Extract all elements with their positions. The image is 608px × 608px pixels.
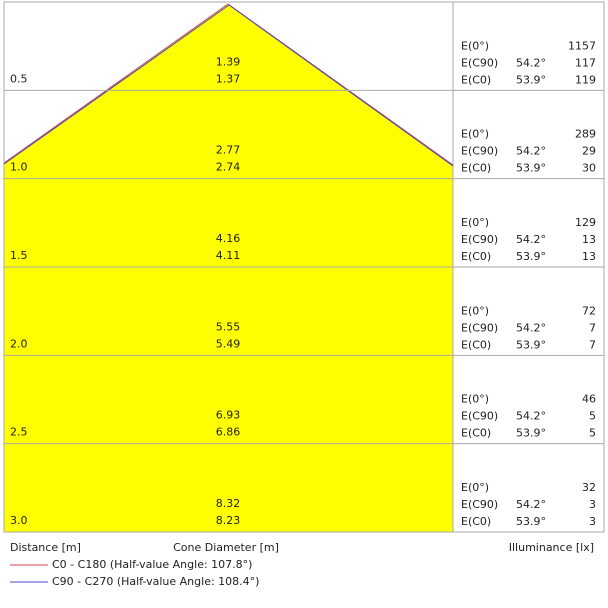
angle: 54.2°: [516, 56, 546, 69]
distance: 2.0: [10, 337, 28, 350]
distance: 3.0: [10, 514, 28, 527]
axis-label: Distance [m]: [10, 541, 81, 554]
label: E(C90): [461, 145, 498, 158]
c90-edge: [228, 4, 454, 167]
label: E(C90): [461, 56, 498, 69]
diameter-c90: 8.32: [216, 497, 241, 510]
angle: 54.2°: [516, 233, 546, 246]
label: E(0°): [461, 393, 489, 406]
angle: 54.2°: [516, 410, 546, 423]
illuminance: 46: [582, 393, 596, 406]
illuminance: 5: [589, 410, 596, 423]
angle: 53.9°: [516, 162, 546, 175]
label: E(C0): [461, 338, 491, 351]
label: E(C0): [461, 162, 491, 175]
illuminance: 30: [582, 162, 596, 175]
illuminance: 7: [589, 338, 596, 351]
angle: 53.9°: [516, 338, 546, 351]
axis-label: Cone Diameter [m]: [173, 541, 279, 554]
angle: 53.9°: [516, 73, 546, 86]
diameter-c0: 6.86: [216, 426, 241, 439]
label: E(C0): [461, 427, 491, 440]
label: E(C90): [461, 410, 498, 423]
legend-label: C0 - C180 (Half-value Angle: 107.8°): [52, 558, 252, 571]
illuminance: 13: [582, 250, 596, 263]
illuminance: 289: [575, 128, 596, 141]
diameter-c0: 2.74: [216, 161, 241, 174]
distance: 0.5: [10, 72, 28, 85]
c90-edge: [3, 4, 230, 165]
illuminance: 5: [589, 427, 596, 440]
label: E(0°): [461, 481, 489, 494]
label: E(0°): [461, 304, 489, 317]
angle: 54.2°: [516, 321, 546, 334]
diameter-c90: 4.16: [216, 232, 241, 245]
label: E(C0): [461, 515, 491, 528]
angle: 53.9°: [516, 515, 546, 528]
label: E(C90): [461, 498, 498, 511]
label: E(0°): [461, 39, 489, 52]
distance: 1.5: [10, 249, 28, 262]
diameter-c0: 1.37: [216, 72, 241, 85]
diameter-c90: 1.39: [216, 55, 241, 68]
light-cone: [4, 4, 453, 532]
label: E(C90): [461, 233, 498, 246]
label: E(C90): [461, 321, 498, 334]
legend-label: C90 - C270 (Half-value Angle: 108.4°): [52, 575, 259, 588]
diameter-c90: 5.55: [216, 320, 241, 333]
label: E(0°): [461, 216, 489, 229]
angle: 53.9°: [516, 427, 546, 440]
illuminance: 29: [582, 145, 596, 158]
label: E(C0): [461, 250, 491, 263]
illuminance: 1157: [568, 39, 596, 52]
distance: 2.5: [10, 426, 28, 439]
diameter-c90: 6.93: [216, 409, 241, 422]
axis-label: Illuminance [lx]: [509, 541, 594, 554]
illuminance: 32: [582, 481, 596, 494]
diameter-c0: 5.49: [216, 337, 241, 350]
diameter-c0: 4.11: [216, 249, 241, 262]
illuminance: 72: [582, 304, 596, 317]
illuminance: 117: [575, 56, 596, 69]
diameter-c0: 8.23: [216, 514, 241, 527]
illuminance: 3: [589, 515, 596, 528]
illuminance: 7: [589, 321, 596, 334]
label: E(C0): [461, 73, 491, 86]
illuminance: 119: [575, 73, 596, 86]
angle: 54.2°: [516, 498, 546, 511]
c0-edge: [3, 3, 229, 164]
illuminance: 3: [589, 498, 596, 511]
angle: 53.9°: [516, 250, 546, 263]
illuminance: 13: [582, 233, 596, 246]
illuminance: 129: [575, 216, 596, 229]
angle: 54.2°: [516, 145, 546, 158]
label: E(0°): [461, 128, 489, 141]
diameter-c90: 2.77: [216, 144, 241, 157]
distance: 1.0: [10, 161, 28, 174]
